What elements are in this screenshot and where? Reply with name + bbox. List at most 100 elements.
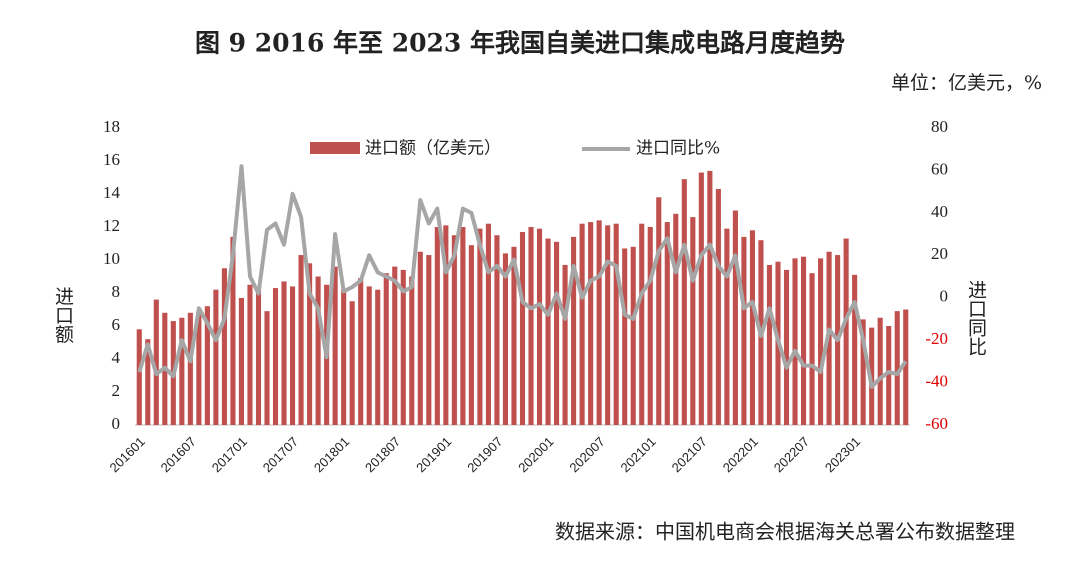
bar <box>153 299 159 425</box>
bar <box>272 288 279 425</box>
bar <box>673 213 679 425</box>
bar <box>468 245 474 425</box>
bar <box>571 236 577 425</box>
bar <box>843 238 849 425</box>
y-axis-title: 进口额 <box>52 286 74 343</box>
bar <box>818 258 824 425</box>
bar <box>238 297 245 425</box>
bar <box>179 317 185 425</box>
bar <box>766 264 773 425</box>
bar <box>579 223 585 425</box>
bar <box>417 251 423 425</box>
y-tick-label: 8 <box>112 282 121 301</box>
x-tick-label: 201601 <box>107 434 148 475</box>
y-tick-label: 18 <box>103 117 120 136</box>
bar <box>596 220 602 425</box>
bar <box>562 264 568 425</box>
bar <box>664 222 670 425</box>
bar <box>460 227 466 425</box>
bar <box>204 306 210 425</box>
bar <box>281 281 287 425</box>
unit-note: 单位：亿美元，% <box>891 72 1042 94</box>
bar <box>290 286 296 425</box>
bar <box>434 227 440 425</box>
legend-label: 进口同比% <box>636 139 720 159</box>
bar <box>230 236 236 425</box>
bar <box>375 289 381 425</box>
bar <box>136 329 142 425</box>
bar <box>519 231 526 425</box>
bar <box>647 227 653 425</box>
legend-label: 进口额（亿美元） <box>365 139 501 159</box>
bar <box>588 222 594 425</box>
y-tick-label: 4 <box>112 348 121 367</box>
y2-tick-label: -60 <box>925 414 948 433</box>
bar <box>732 210 738 425</box>
x-tick-label: 202301 <box>822 434 863 475</box>
x-tick-label: 201901 <box>413 434 454 475</box>
bar <box>724 228 730 425</box>
bar <box>749 230 755 425</box>
bar <box>741 236 747 425</box>
bar <box>792 258 798 425</box>
bar <box>903 309 909 425</box>
x-tick-label: 202201 <box>720 434 761 475</box>
bar <box>502 253 509 425</box>
bar <box>894 311 900 425</box>
bar <box>698 172 704 425</box>
bar <box>307 263 313 425</box>
bar <box>485 223 491 425</box>
bar <box>605 225 611 425</box>
chart-title: 图 9 2016 年至 2023 年我国自美进口集成电路月度趋势 <box>195 29 845 58</box>
bar <box>332 266 338 425</box>
x-tick-label: 202207 <box>771 434 812 475</box>
bar <box>494 235 500 425</box>
y2-tick-label: 0 <box>940 287 949 306</box>
bar <box>187 312 193 425</box>
bar <box>536 228 543 425</box>
y-tick-label: 12 <box>103 216 120 235</box>
bar <box>809 273 815 425</box>
y-tick-label: 14 <box>103 183 121 202</box>
bar <box>409 276 415 425</box>
bar <box>196 312 202 425</box>
bar <box>715 189 721 425</box>
bar <box>247 284 253 425</box>
source-note: 数据来源：中国机电商会根据海关总署公布数据整理 <box>555 520 1015 544</box>
bar <box>545 238 551 425</box>
bar <box>630 246 636 425</box>
bar <box>400 269 406 425</box>
bar <box>613 223 619 425</box>
bar <box>358 278 364 425</box>
bar <box>707 170 713 425</box>
bar <box>366 286 372 425</box>
bar <box>264 311 270 425</box>
bar <box>860 319 866 425</box>
bar <box>426 255 432 425</box>
bar <box>877 317 883 425</box>
bar <box>145 339 151 425</box>
bar <box>681 179 687 425</box>
y-tick-label: 16 <box>103 150 120 169</box>
y2-tick-label: 60 <box>931 159 948 178</box>
x-tick-label: 202107 <box>669 434 710 475</box>
y2-tick-label: 80 <box>931 117 948 136</box>
bar <box>554 241 560 425</box>
bar <box>451 235 457 425</box>
bar <box>443 225 449 425</box>
bar <box>213 289 219 425</box>
x-tick-label: 201701 <box>209 434 250 475</box>
bar <box>800 256 807 425</box>
bar <box>298 255 304 425</box>
legend-swatch <box>310 142 360 154</box>
y2-tick-label: -20 <box>925 329 948 348</box>
bar <box>852 274 858 425</box>
y2-tick-label: -40 <box>925 371 948 390</box>
bar <box>477 228 483 425</box>
bar <box>656 197 662 425</box>
bar <box>221 268 227 425</box>
bar <box>690 217 696 425</box>
bar <box>511 246 517 425</box>
x-tick-label: 201907 <box>464 434 505 475</box>
